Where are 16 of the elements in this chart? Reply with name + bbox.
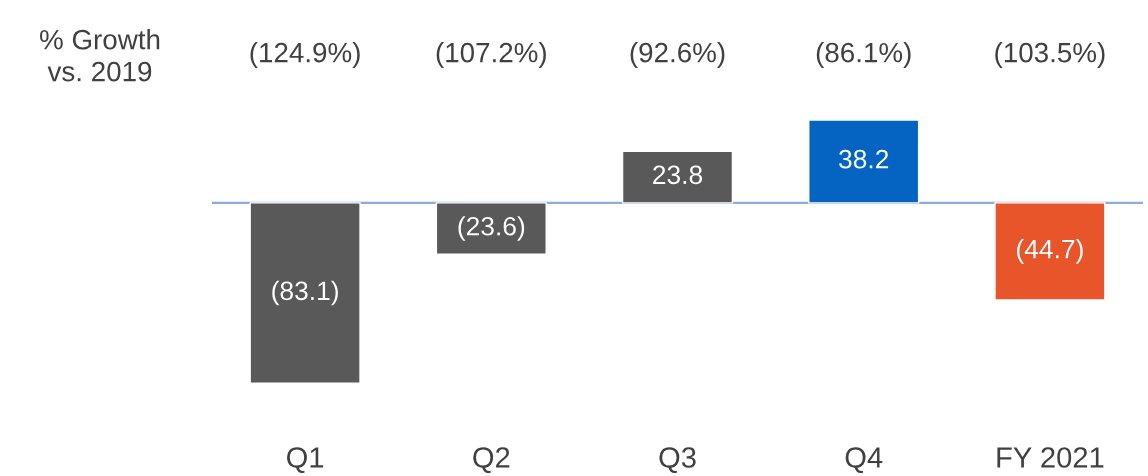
x-tick-label: Q2 — [473, 447, 510, 474]
data-label: 23.8 — [653, 165, 703, 185]
x-tick-label: Q4 — [845, 447, 883, 474]
data-label: 38.2 — [839, 149, 889, 169]
text: (107.2%) — [436, 42, 546, 68]
data-label: (23.6) — [458, 216, 525, 241]
x-tick-label: Q3 — [659, 447, 696, 474]
text: % Growth vs. 2019 — [40, 29, 160, 82]
text: (103.5%) — [995, 42, 1105, 68]
data-label: (44.7) — [1017, 239, 1083, 264]
text: (92.6%) — [630, 42, 725, 68]
x-tick-label: Q1 — [287, 447, 324, 474]
x-tick-label: FY 2021 — [997, 447, 1104, 468]
data-label: (83.1) — [272, 280, 338, 306]
text: (124.9%) — [250, 42, 360, 68]
text: (86.1%) — [816, 42, 911, 68]
